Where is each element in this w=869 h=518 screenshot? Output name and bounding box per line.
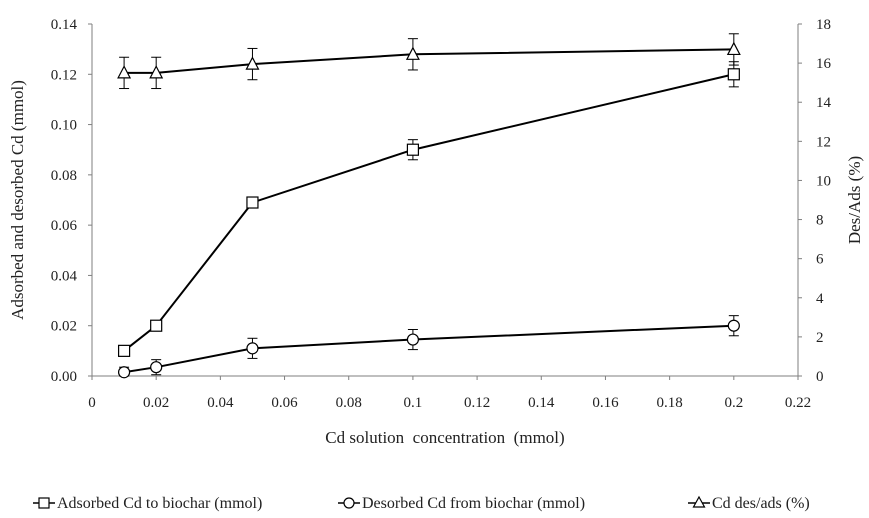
series-2 xyxy=(117,315,740,379)
x-tick-label: 0.04 xyxy=(207,395,234,411)
legend-label-desads: Cd des/ads (%) xyxy=(712,495,810,512)
square-marker xyxy=(727,68,740,81)
circle-marker xyxy=(150,361,163,374)
triangle-marker xyxy=(405,46,420,60)
y2-tick-label: 6 xyxy=(816,252,824,268)
y-axis-right-title: Des/Ads (%) xyxy=(845,156,864,244)
legend-label-adsorbed: Adsorbed Cd to biochar (mmol) xyxy=(57,495,262,512)
x-tick-label: 0.06 xyxy=(271,395,298,411)
circle-marker xyxy=(117,366,131,379)
y-tick-label: 0.06 xyxy=(51,218,78,234)
x-tick-label: 0.2 xyxy=(724,395,743,411)
x-tick-label: 0.1 xyxy=(404,395,423,411)
y2-tick-label: 2 xyxy=(816,330,824,346)
legend-item-desorbed: Desorbed Cd from biochar (mmol) xyxy=(338,495,585,512)
triangle-marker xyxy=(117,65,132,79)
axes xyxy=(91,24,799,377)
legend-square-marker xyxy=(38,497,50,509)
square-marker xyxy=(150,319,163,332)
legend-label-desorbed: Desorbed Cd from biochar (mmol) xyxy=(362,495,585,512)
series-line xyxy=(123,73,735,352)
legend: Adsorbed Cd to biochar (mmol) Desorbed C… xyxy=(33,495,810,512)
y-tick-label: 0.10 xyxy=(51,118,77,134)
square-marker xyxy=(246,196,259,209)
y2-tick-label: 16 xyxy=(816,56,832,72)
x-tick-label: 0.08 xyxy=(336,395,362,411)
series xyxy=(117,33,741,379)
tick-labels: 0 0.02 0.04 0.06 0.08 0.1 0.12 0.14 0.16 0.18 0.2 0… xyxy=(51,17,832,411)
y-tick-label: 0.12 xyxy=(51,67,77,83)
y2-tick-label: 14 xyxy=(816,95,832,111)
legend-triangle-marker xyxy=(692,495,706,508)
y-tick-label: 0.00 xyxy=(51,369,77,385)
legend-circle-marker xyxy=(343,497,355,509)
legend-item-adsorbed: Adsorbed Cd to biochar (mmol) xyxy=(33,495,262,512)
y-tick-label: 0.08 xyxy=(51,168,77,184)
x-tick-label: 0.02 xyxy=(143,395,169,411)
series-line xyxy=(124,48,734,74)
x-tick-label: 0.22 xyxy=(785,395,811,411)
x-axis-title: Cd solution concentration (mmol) xyxy=(325,428,564,447)
x-tick-label: 0 xyxy=(88,395,96,411)
x-tick-label: 0.18 xyxy=(657,395,683,411)
series-line xyxy=(123,324,734,374)
series-1 xyxy=(117,61,740,357)
circle-marker xyxy=(246,342,259,355)
series-3 xyxy=(117,33,741,90)
y2-tick-label: 18 xyxy=(816,17,831,33)
y-tick-label: 0.14 xyxy=(51,17,78,33)
x-tick-label: 0.14 xyxy=(528,395,555,411)
y2-tick-label: 12 xyxy=(816,134,831,150)
triangle-marker xyxy=(149,65,164,79)
triangle-marker xyxy=(726,41,741,56)
y-tick-label: 0.02 xyxy=(51,319,77,335)
circle-marker xyxy=(406,333,420,346)
y2-tick-label: 10 xyxy=(816,173,831,189)
y-tick-label: 0.04 xyxy=(51,268,78,284)
y2-tick-label: 8 xyxy=(816,213,824,229)
square-marker xyxy=(117,344,131,357)
legend-item-desads: Cd des/ads (%) xyxy=(688,495,810,512)
x-tick-label: 0.16 xyxy=(592,395,619,411)
y2-tick-label: 0 xyxy=(816,369,824,385)
y-axis-left-title: Adsorbed and desorbed Cd (mmol) xyxy=(8,80,27,320)
x-tick-label: 0.12 xyxy=(464,395,490,411)
circle-marker xyxy=(727,319,740,332)
y2-tick-label: 4 xyxy=(816,291,824,307)
triangle-marker xyxy=(245,56,260,70)
square-marker xyxy=(406,143,420,156)
